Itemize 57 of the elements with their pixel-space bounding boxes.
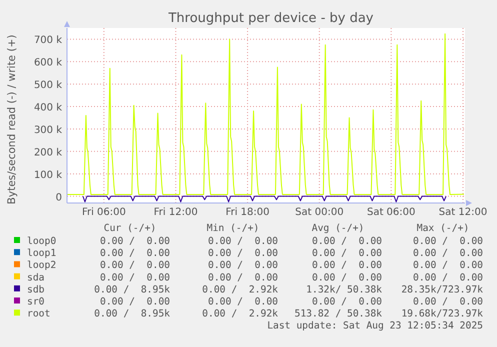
y-axis-title: Bytes/second read (-) / write (+) [6,34,18,204]
text: 0.00 / 0.00 [413,248,484,260]
text: 0.00 / 0.00 [312,236,382,247]
text: 0.00 / 0.00 [100,260,170,272]
text: 0.00 / 0.00 [208,272,278,284]
text: 513.82 / 50.38k [294,308,382,320]
text: 0.00 / 0.00 [208,296,278,308]
text: 0.00 / 0.00 [413,260,484,272]
legend-label: root [27,308,50,320]
y-tick-label: 600 k [34,58,62,69]
text: Max (-/+) [416,223,470,234]
text: 0.00 / 0.00 [312,248,382,260]
text: 0.00 / 0.00 [413,272,484,284]
text: 0.00 / 0.00 [312,272,382,284]
text: 28.35k/723.97k [401,284,484,296]
y-tick-label: 100 k [34,170,62,181]
text: 0.00 / 8.95k [94,284,170,296]
text: 0.00 / 0.00 [100,272,170,284]
x-tick-label: Sat 00:00 [295,207,344,218]
x-tick-label: Sat 06:00 [366,207,416,218]
text: 1.32k/ 50.38k [306,284,382,296]
y-tick-label: 700 k [34,35,62,46]
y-tick-label: 500 k [34,80,62,92]
text: 0.00 / 0.00 [100,296,170,308]
y-tick-label: 300 k [34,124,62,136]
legend-label: sdb [27,284,45,296]
text: 0.00 / 2.92k [202,308,278,320]
text: 0.00 / 0.00 [100,236,170,247]
text: Min (-/+) [206,223,260,234]
text: 0.00 / 2.92k [202,284,278,296]
text: 0.00 / 0.00 [208,260,278,272]
x-tick-label: Fri 06:00 [82,207,126,218]
y-tick-label: 200 k [34,147,62,158]
text: 0.00 / 8.95k [94,308,170,320]
chart-title: Throughput per device - by day [167,11,374,26]
y-tick-label: 0 [56,192,62,204]
legend-label: sr0 [27,296,45,308]
legend-label: loop2 [27,260,56,272]
y-tick-label: 400 k [34,102,62,114]
text: 0.00 / 0.00 [413,236,484,247]
text: Cur (-/+) [104,223,156,234]
legend-label: sda [27,272,45,284]
text: 0.00 / 0.00 [312,296,382,308]
text: 0.00 / 0.00 [100,248,170,260]
x-tick-label: Fri 12:00 [154,207,198,218]
text: Last update: Sat Aug 23 12:05:34 2025 [267,320,484,332]
legend-label: loop0 [27,236,56,247]
x-tick-label: Fri 18:00 [226,207,270,218]
text: 0.00 / 0.00 [208,248,278,260]
text: 19.68k/723.97k [401,308,484,320]
x-tick-label: Sat 12:00 [438,207,488,218]
line-series [66,33,465,195]
text: Avg (-/+) [312,223,364,234]
text: 0.00 / 0.00 [312,260,382,272]
text: 0.00 / 0.00 [208,236,278,247]
legend-label: loop1 [27,248,56,260]
text: 0.00 / 0.00 [413,296,484,308]
